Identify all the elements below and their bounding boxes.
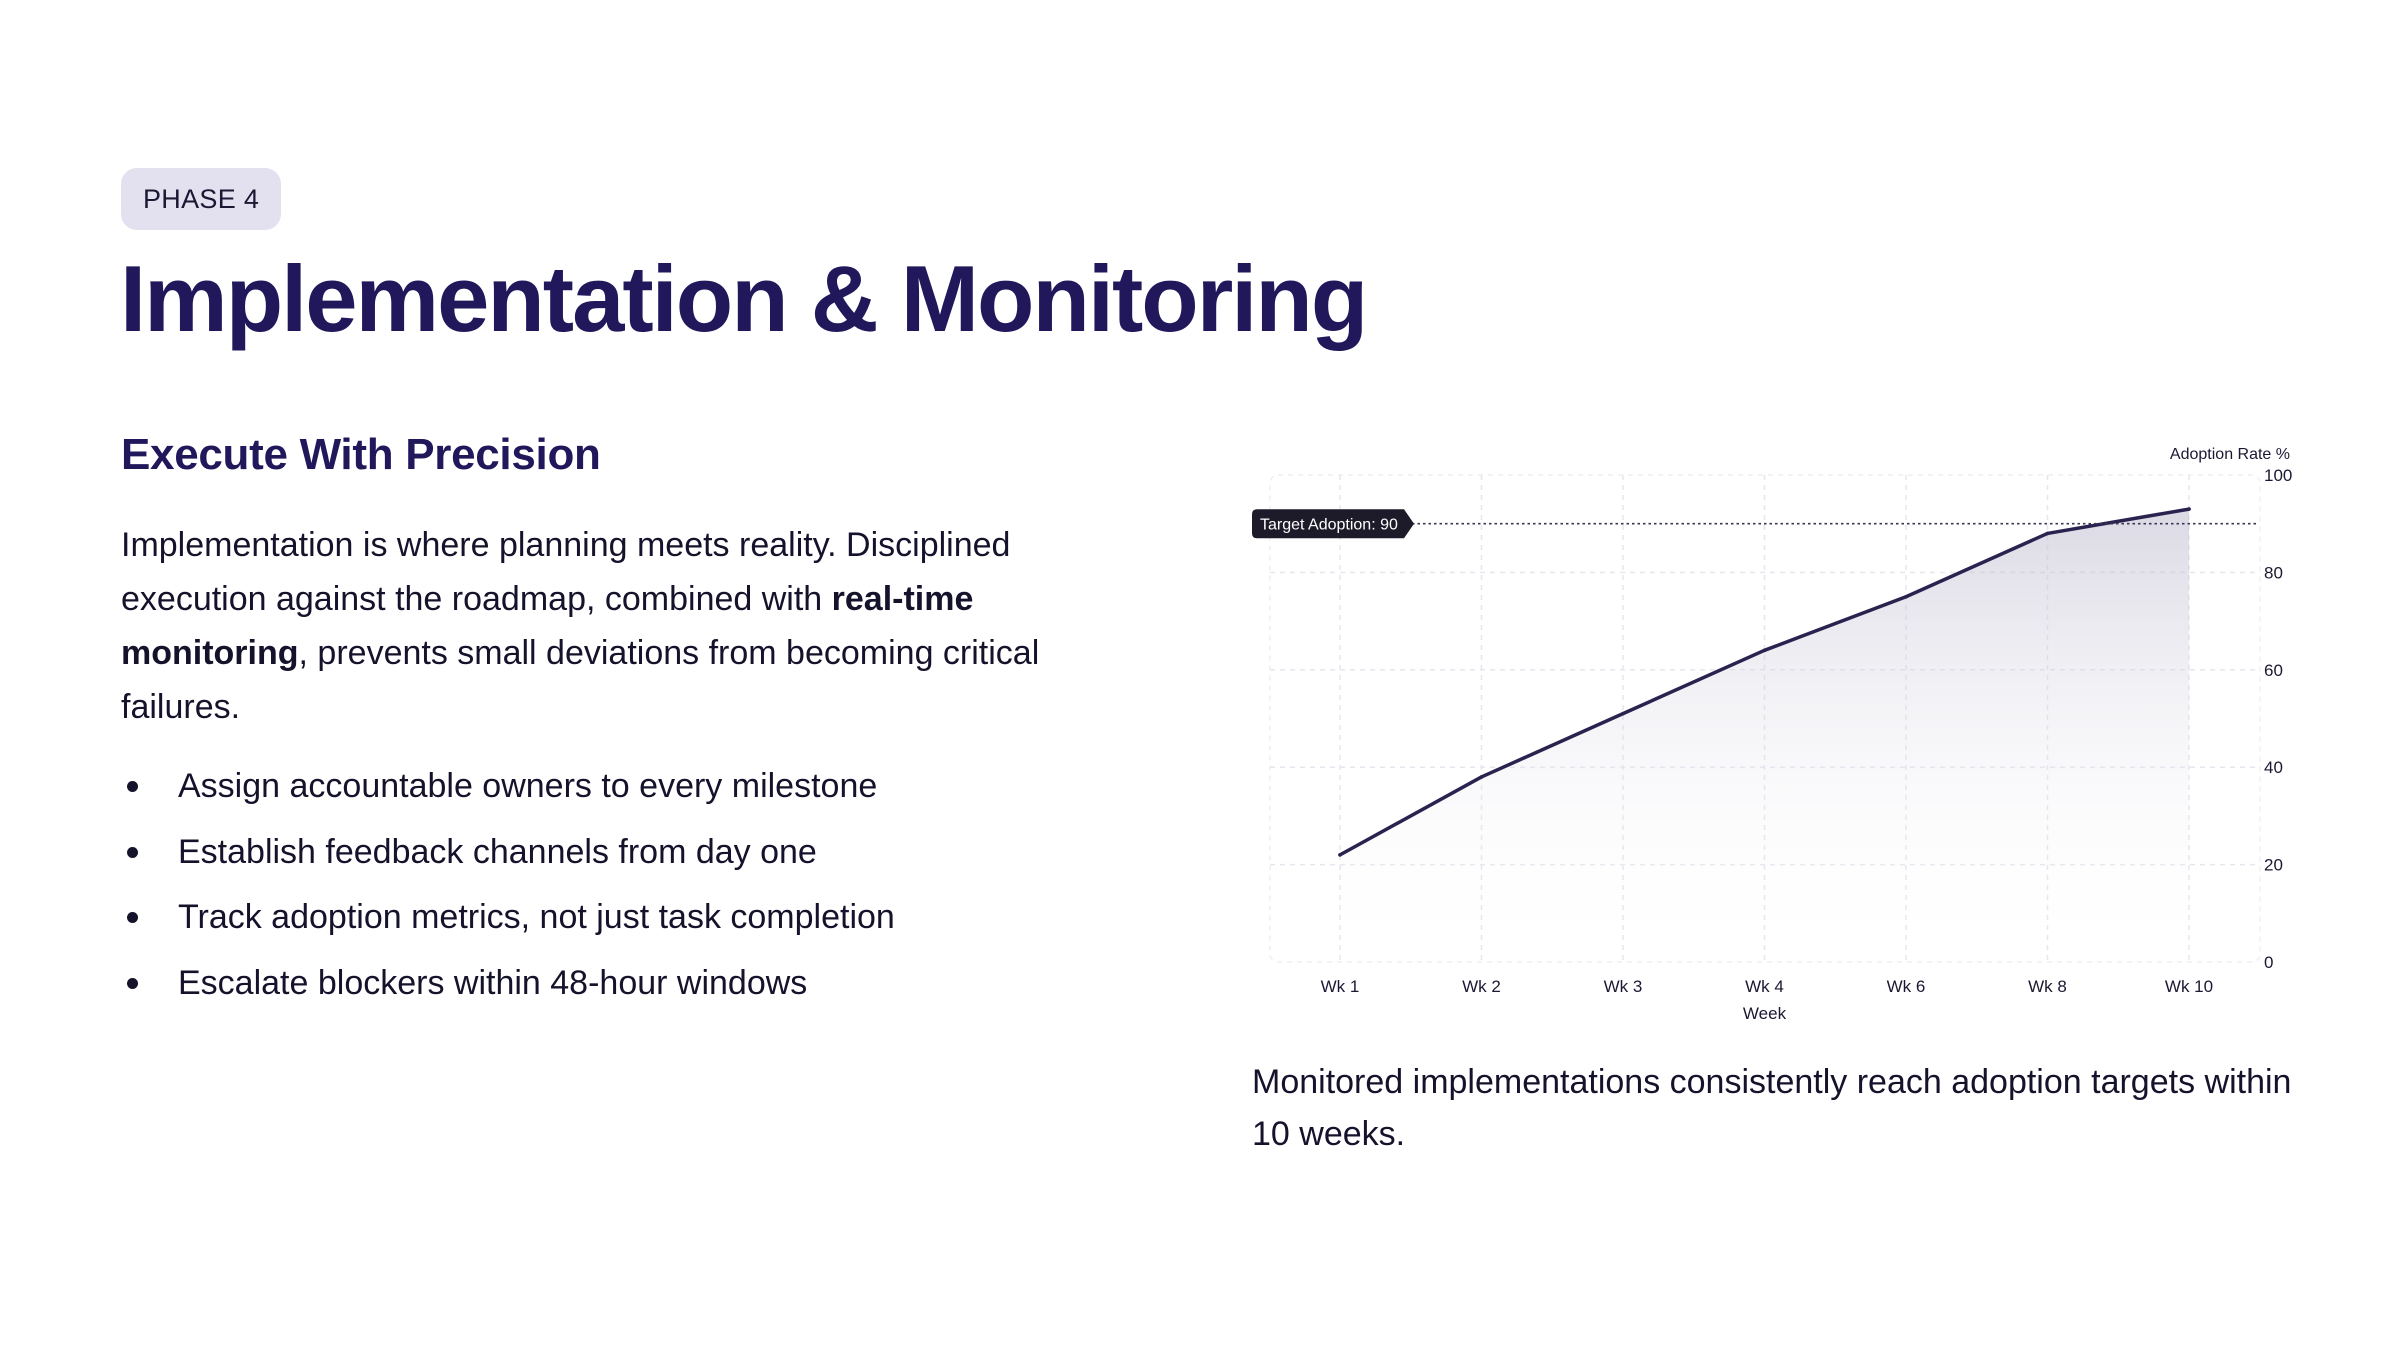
- bullet-dot-icon: [127, 977, 138, 989]
- bullet-text: Track adoption metrics, not just task co…: [178, 898, 895, 936]
- bullet-item: Track adoption metrics, not just task co…: [121, 889, 895, 955]
- data-point: [1479, 775, 1484, 779]
- bullet-item: Escalate blockers within 48-hour windows: [121, 955, 895, 1021]
- area-fill: [1340, 509, 2189, 962]
- data-point: [1904, 594, 1908, 599]
- x-tick-label: Wk 4: [1745, 977, 1784, 996]
- intro-paragraph: Implementation is where planning meets r…: [121, 518, 1131, 734]
- y-tick-label: 80: [2264, 563, 2283, 582]
- bullet-item: Establish feedback channels from day one: [121, 824, 895, 890]
- data-point: [2045, 531, 2050, 536]
- chart-caption: Monitored implementations consistently r…: [1252, 1063, 2292, 1153]
- y-tick-label: 40: [2264, 758, 2283, 777]
- x-tick-label: Wk 6: [1887, 977, 1926, 996]
- bullet-list: Assign accountable owners to every miles…: [121, 758, 895, 1020]
- x-tick-label: Wk 8: [2028, 977, 2067, 996]
- bullet-text: Assign accountable owners to every miles…: [178, 767, 878, 805]
- x-tick-label: Wk 3: [1604, 977, 1643, 996]
- intro-text-part1: Implementation is where planning meets r…: [121, 526, 1011, 618]
- bullet-text: Escalate blockers within 48-hour windows: [178, 963, 808, 1002]
- reference-label-tag: [1252, 509, 1414, 539]
- intro-text-part2: , prevents small deviations from becomin…: [121, 634, 1040, 726]
- x-tick-label: Wk 10: [2165, 977, 2213, 996]
- phase-badge: PHASE 4: [121, 168, 282, 230]
- intro-text-bold: real-time monitoring: [121, 580, 974, 672]
- x-axis-label: Week: [1743, 1004, 1787, 1023]
- x-tick-label: Wk 1: [1321, 977, 1360, 996]
- reference-label-text: Target Adoption: 90: [1260, 517, 1398, 534]
- y-tick-label: 0: [2264, 953, 2273, 972]
- bullet-text: Establish feedback channels from day one: [178, 832, 817, 871]
- bullet-dot-icon: [127, 781, 138, 792]
- data-point: [1621, 711, 1625, 716]
- y-tick-label: 60: [2264, 661, 2283, 680]
- bullet-dot-icon: [127, 846, 138, 858]
- data-point: [2187, 507, 2191, 511]
- bullet-item: Assign accountable owners to every miles…: [121, 758, 895, 824]
- bullet-dot-icon: [127, 912, 138, 923]
- y-tick-label: 100: [2264, 466, 2292, 485]
- x-tick-label: Wk 2: [1462, 977, 1501, 996]
- plot-border: [1269, 474, 2261, 963]
- data-point: [1338, 853, 1342, 857]
- page-title: Implementation & Monitoring: [120, 246, 1368, 351]
- y-axis-label: Adoption Rate %: [2170, 446, 2290, 463]
- adoption-chart: Target Adoption: 90 0 20 40 60 80 100 Adoption …: [1252, 446, 2292, 1023]
- section-subtitle: Execute With Precision: [121, 430, 601, 479]
- y-tick-label: 20: [2264, 856, 2283, 875]
- data-point: [1762, 648, 1767, 653]
